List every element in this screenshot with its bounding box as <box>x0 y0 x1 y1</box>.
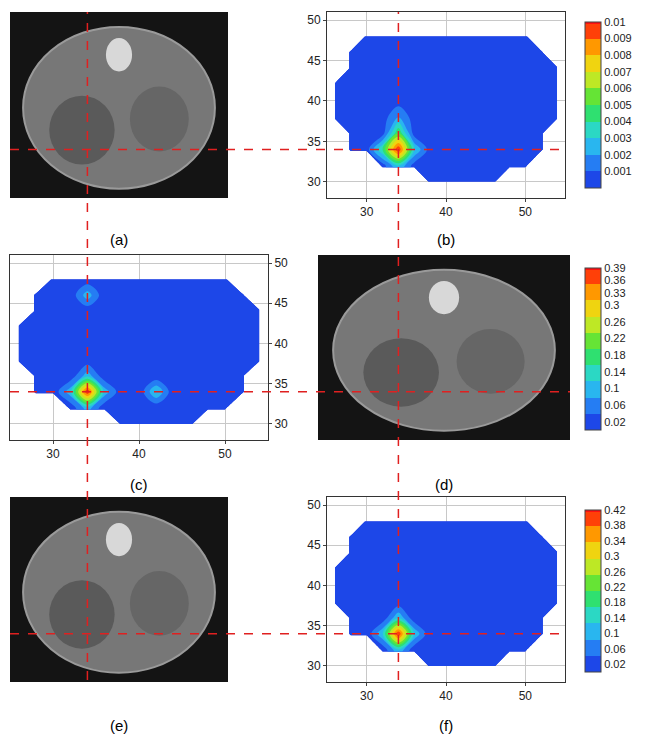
svg-text:0.26: 0.26 <box>604 316 625 328</box>
svg-text:0.06: 0.06 <box>604 399 625 411</box>
svg-text:0.005: 0.005 <box>604 99 632 111</box>
svg-text:(c): (c) <box>130 476 148 493</box>
svg-text:40: 40 <box>307 94 321 108</box>
svg-text:45: 45 <box>307 54 321 68</box>
svg-text:0.02: 0.02 <box>604 416 625 428</box>
svg-text:45: 45 <box>274 296 288 310</box>
svg-text:0.33: 0.33 <box>604 287 625 299</box>
svg-text:30: 30 <box>307 175 321 189</box>
svg-text:30: 30 <box>46 447 60 461</box>
svg-text:0.1: 0.1 <box>604 627 619 639</box>
svg-text:40: 40 <box>307 579 321 593</box>
svg-text:(f): (f) <box>439 717 453 734</box>
svg-text:(e): (e) <box>110 717 128 734</box>
svg-text:0.26: 0.26 <box>604 566 625 578</box>
svg-text:0.006: 0.006 <box>604 82 632 94</box>
svg-text:0.06: 0.06 <box>604 643 625 655</box>
svg-text:50: 50 <box>274 256 288 270</box>
svg-text:0.38: 0.38 <box>604 519 625 531</box>
svg-text:0.36: 0.36 <box>604 274 625 286</box>
svg-text:0.01: 0.01 <box>604 16 625 28</box>
svg-text:40: 40 <box>439 689 453 703</box>
svg-text:0.1: 0.1 <box>604 382 619 394</box>
svg-text:0.001: 0.001 <box>604 165 632 177</box>
svg-text:(d): (d) <box>435 476 453 493</box>
svg-text:45: 45 <box>307 538 321 552</box>
svg-text:50: 50 <box>218 447 232 461</box>
svg-text:50: 50 <box>307 498 321 512</box>
svg-text:50: 50 <box>519 689 533 703</box>
svg-text:0.22: 0.22 <box>604 581 625 593</box>
svg-text:0.002: 0.002 <box>604 149 632 161</box>
svg-text:0.003: 0.003 <box>604 132 632 144</box>
svg-text:0.14: 0.14 <box>604 366 625 378</box>
svg-text:30: 30 <box>360 689 374 703</box>
svg-text:0.004: 0.004 <box>604 115 632 127</box>
svg-text:0.18: 0.18 <box>604 596 625 608</box>
svg-text:50: 50 <box>519 205 533 219</box>
svg-text:30: 30 <box>360 205 374 219</box>
svg-text:30: 30 <box>274 417 288 431</box>
svg-text:40: 40 <box>132 447 146 461</box>
svg-text:0.18: 0.18 <box>604 349 625 361</box>
svg-text:40: 40 <box>274 337 288 351</box>
svg-text:0.008: 0.008 <box>604 49 632 61</box>
svg-text:0.009: 0.009 <box>604 32 632 44</box>
svg-text:0.3: 0.3 <box>604 550 619 562</box>
svg-text:0.42: 0.42 <box>604 504 625 516</box>
svg-text:0.02: 0.02 <box>604 658 625 670</box>
svg-text:35: 35 <box>307 135 321 149</box>
svg-text:(b): (b) <box>437 231 455 248</box>
svg-text:0.007: 0.007 <box>604 66 632 78</box>
svg-text:0.39: 0.39 <box>604 262 625 274</box>
svg-text:(a): (a) <box>110 231 128 248</box>
svg-text:50: 50 <box>307 13 321 27</box>
svg-text:35: 35 <box>274 377 288 391</box>
svg-text:40: 40 <box>439 205 453 219</box>
svg-text:35: 35 <box>307 619 321 633</box>
svg-text:30: 30 <box>307 659 321 673</box>
svg-text:0.3: 0.3 <box>604 299 619 311</box>
svg-text:0.14: 0.14 <box>604 612 625 624</box>
svg-text:0.22: 0.22 <box>604 332 625 344</box>
svg-text:0.34: 0.34 <box>604 535 625 547</box>
